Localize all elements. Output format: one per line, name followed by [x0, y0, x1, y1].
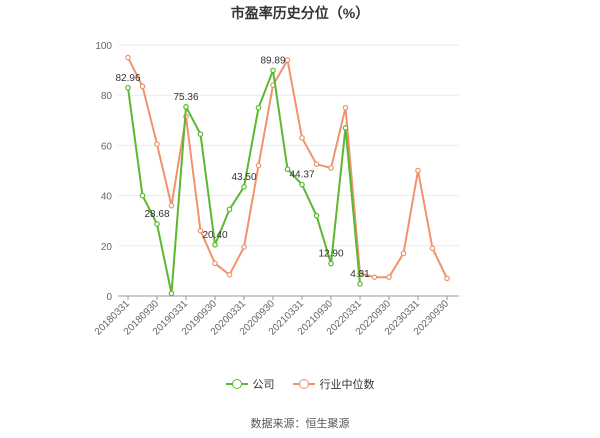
data-point-company: [342, 125, 349, 131]
legend-item-company[interactable]: 公司: [225, 376, 275, 392]
data-point-company: [183, 104, 189, 110]
data-point-industry-median: [415, 167, 421, 174]
y-tick-label: 80: [101, 91, 113, 102]
data-point-industry-median: [154, 141, 160, 147]
data-point-company: [154, 221, 160, 227]
data-point-industry-median: [241, 244, 247, 250]
data-point-industry-median: [444, 275, 450, 282]
y-tick-label: 20: [101, 242, 113, 253]
data-label: 12.90: [318, 249, 343, 260]
y-tick-label: 40: [101, 192, 113, 203]
data-point-industry-median: [400, 250, 407, 257]
data-point-company: [125, 84, 131, 91]
data-point-industry-median: [212, 260, 218, 267]
data-point-industry-median: [328, 165, 334, 171]
legend-label-industry-median: 行业中位数: [319, 379, 375, 391]
legend-item-industry-median[interactable]: 行业中位数: [292, 376, 375, 392]
data-point-company: [357, 281, 363, 287]
data-label: 28.68: [144, 209, 169, 220]
data-label: 44.37: [289, 170, 314, 181]
data-point-company: [299, 181, 305, 188]
source-note: 数据来源：恒生聚源: [250, 418, 350, 430]
y-tick-label: 100: [95, 41, 112, 52]
data-label: 75.36: [173, 92, 198, 103]
data-point-industry-median: [284, 57, 291, 63]
y-tick-label: 0: [106, 292, 112, 303]
data-point-company: [212, 241, 218, 248]
data-point-industry-median: [371, 274, 378, 280]
data-point-industry-median: [299, 135, 305, 141]
data-label: 20.40: [202, 230, 227, 241]
data-point-company: [270, 67, 276, 74]
data-point-company: [139, 192, 146, 199]
data-point-industry-median: [255, 162, 262, 169]
data-label: 82.96: [115, 73, 140, 84]
data-point-company: [226, 206, 233, 213]
chart-title: 市盈率历史分位（%）: [230, 5, 370, 21]
data-point-industry-median: [226, 271, 233, 278]
data-point-industry-median: [313, 161, 320, 168]
data-point-company: [313, 212, 320, 219]
data-label: 89.89: [260, 55, 285, 66]
data-point-company: [241, 184, 247, 190]
data-label: 43.50: [231, 172, 256, 183]
data-point-company: [284, 166, 291, 173]
data-point-industry-median: [139, 83, 146, 90]
data-point-industry-median: [342, 104, 349, 111]
data-point-company: [168, 290, 175, 297]
data-point-industry-median: [386, 274, 392, 280]
legend: 公司 行业中位数: [0, 376, 600, 392]
data-point-company: [328, 260, 334, 267]
legend-swatch-industry-median: [292, 379, 315, 389]
data-point-industry-median: [168, 202, 175, 209]
data-label: 4.81: [350, 269, 370, 280]
data-point-industry-median: [125, 54, 131, 61]
data-point-company: [255, 104, 262, 111]
data-point-industry-median: [429, 245, 436, 252]
legend-swatch-company: [225, 379, 248, 389]
y-tick-label: 60: [101, 141, 113, 152]
data-point-industry-median: [197, 227, 204, 234]
legend-label-company: 公司: [252, 379, 275, 391]
data-point-company: [197, 131, 204, 137]
